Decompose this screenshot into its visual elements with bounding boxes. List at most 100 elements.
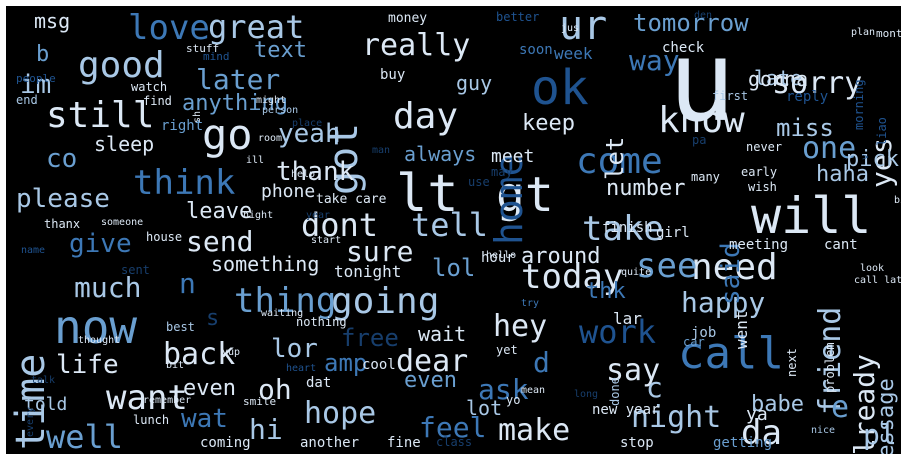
word-car: car (683, 335, 705, 349)
word-night: night (243, 210, 274, 221)
word-hi: hi (249, 413, 283, 446)
word-way: way (629, 44, 680, 77)
word-good: good (78, 45, 165, 86)
word-mind: mind (203, 50, 230, 63)
word-place: place (292, 118, 323, 129)
word-one: one (802, 131, 857, 166)
word-number: number (606, 176, 686, 201)
word-pick: pick (846, 147, 899, 172)
word-feel: feel (419, 411, 487, 444)
word-lar: lar (613, 309, 642, 328)
word-call-later: call later (854, 275, 901, 286)
word-know: know (658, 100, 745, 141)
word-see: see (636, 246, 698, 286)
word-buy: buy (380, 67, 406, 83)
word-jus: jus (561, 23, 580, 34)
word-need: need (691, 247, 778, 288)
word-yo: yo (506, 393, 521, 407)
word-miss: miss (776, 114, 834, 142)
word-something: something (211, 252, 320, 276)
word-pl: pl (863, 418, 897, 451)
word-ask: ask (478, 373, 529, 406)
word-person: person (262, 105, 299, 116)
word-big: big (894, 195, 901, 206)
word-may: may (491, 165, 513, 179)
word-happy: happy (681, 286, 766, 319)
word-really: really (362, 28, 471, 63)
word-girl: girl (656, 225, 690, 241)
word-lol: lol (432, 254, 476, 282)
word-gt: gt (496, 167, 554, 223)
word-going: going (331, 281, 440, 322)
word-quite: quite (621, 267, 652, 278)
word-lt: lt (396, 164, 459, 224)
word-money: money (388, 11, 428, 26)
word-guy: guy (456, 71, 493, 95)
word-class: class (436, 435, 473, 449)
word-might: might (256, 95, 287, 106)
word-amp: amp (324, 349, 368, 377)
word-ya: ya (746, 404, 768, 425)
word-better: better (496, 10, 540, 24)
word-sleep: sleep (94, 132, 155, 156)
word-love: love (128, 8, 210, 48)
word-life: life (56, 350, 119, 380)
word-stop: stop (620, 435, 654, 451)
word-fine: fine (387, 435, 421, 451)
word-day: day (393, 96, 459, 137)
word-later: later (196, 63, 281, 96)
word-heart: heart (286, 363, 317, 374)
word-nothing: nothing (296, 315, 347, 329)
word-today: today (521, 257, 624, 297)
word-next: next (785, 347, 799, 377)
word-every: every (25, 406, 36, 437)
word-new-year: new year (592, 402, 660, 418)
word-cant: cant (824, 237, 858, 253)
word-hey: hey (493, 309, 548, 344)
word-anything: anything (182, 91, 288, 116)
word-dear: dear (396, 344, 469, 379)
word-yup: yup (222, 347, 241, 358)
word-finish: finish (602, 220, 653, 236)
word-waiting: waiting (261, 308, 304, 319)
word-even: even (404, 368, 457, 393)
word-phone: phone (261, 181, 316, 202)
word-want: want (106, 378, 188, 418)
word-give: give (69, 229, 132, 259)
word-sent: sent (121, 263, 150, 277)
word-start: start (311, 235, 342, 246)
word-hour: hour (481, 250, 515, 266)
word-hello: hello (486, 250, 517, 261)
word-sh: sh (192, 111, 203, 124)
word-sorry: sorry (772, 66, 863, 101)
word-end: end (16, 93, 38, 107)
word-leave: leave (186, 199, 253, 224)
word-someone: someone (101, 217, 144, 228)
word-check: check (662, 40, 705, 56)
word-lunch: lunch (133, 413, 170, 427)
word-thought: thought (78, 335, 121, 346)
word-lor: lor (271, 334, 318, 364)
word-now: now (54, 300, 138, 354)
word-morning: morning (852, 79, 866, 131)
word-oh: oh (258, 373, 292, 406)
word-house: house (146, 230, 183, 244)
word-s: s (206, 306, 220, 331)
word-tell: tell (411, 206, 489, 244)
word-come: come (576, 141, 663, 182)
word-reply: reply (786, 89, 829, 105)
word-room: room (258, 133, 283, 144)
word-hope: hope (304, 396, 377, 431)
word-den: den (694, 10, 713, 21)
word-v: v (860, 154, 871, 161)
word-wish: wish (748, 180, 777, 194)
word-text: text (254, 38, 307, 63)
word-thing: thing (234, 281, 337, 321)
word-coming: coming (200, 435, 251, 451)
word-late: late (754, 66, 803, 90)
word-name: name (21, 245, 46, 256)
word-smile: smile (243, 395, 277, 408)
word-always: always (404, 142, 477, 166)
word-help: help (291, 169, 316, 180)
word-try: try (521, 298, 540, 309)
